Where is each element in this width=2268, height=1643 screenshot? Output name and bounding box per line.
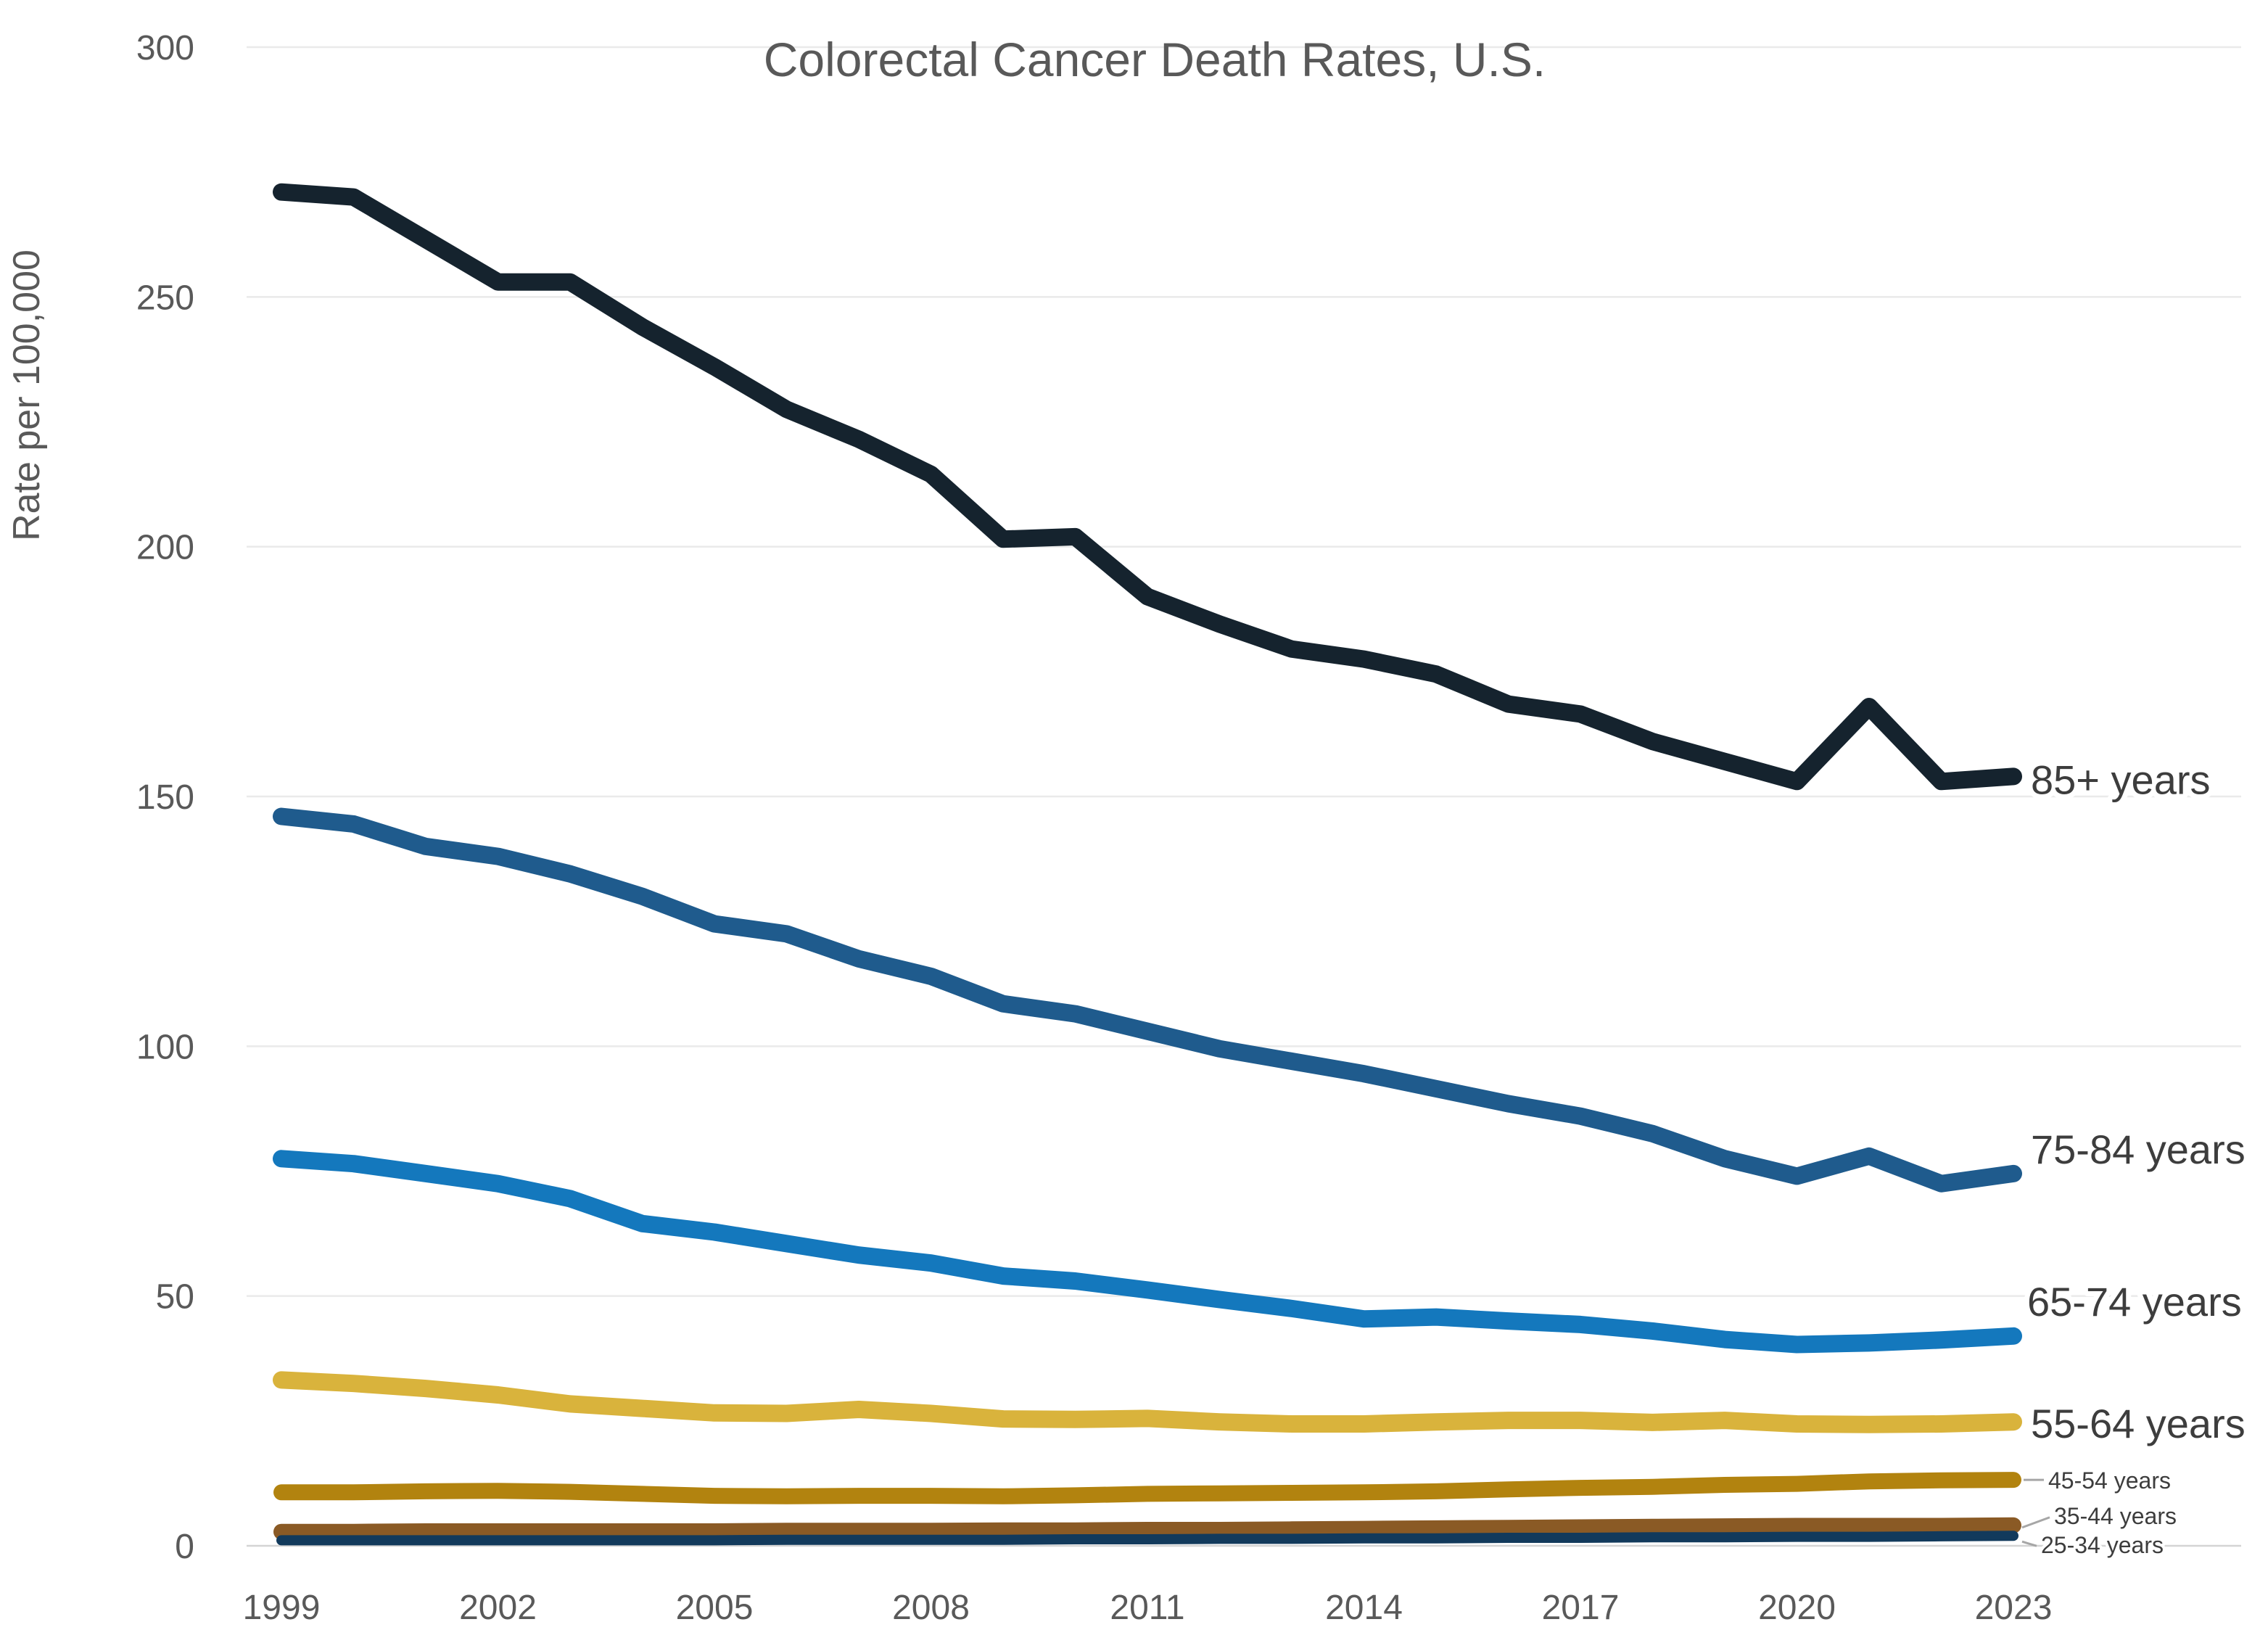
line-65-74-years (273, 1150, 2022, 1354)
x-tick-label-2002: 2002 (459, 1589, 537, 1627)
line-85plus-years (273, 183, 2022, 791)
x-tick-label-1999: 1999 (243, 1589, 321, 1627)
y-tick-label-250: 250 (136, 279, 194, 317)
axis-ticks-layer: 0 50 100 150 200 250 300 1999 2002 2005 2008 2011 20… (136, 29, 2052, 1627)
x-tick-label-2008: 2008 (892, 1589, 970, 1627)
series-lines-layer (273, 183, 2022, 1546)
line-55-64-years (273, 1371, 2022, 1433)
series-label-45-54: 45-54 years (2048, 1467, 2171, 1494)
x-tick-label-2017: 2017 (1542, 1589, 1620, 1627)
series-label-25-34: 25-34 years (2041, 1532, 2164, 1558)
x-tick-label-2023: 2023 (1975, 1589, 2053, 1627)
line-75-84-years (273, 807, 2022, 1193)
y-tick-label-150: 150 (136, 778, 194, 817)
y-tick-label-0: 0 (175, 1528, 194, 1566)
leader-line-35-44 (2021, 1516, 2050, 1529)
y-tick-label-100: 100 (136, 1028, 194, 1066)
series-label-75-84: 75-84 years (2031, 1127, 2246, 1172)
chart-title: Colorectal Cancer Death Rates, U.S. (764, 33, 1546, 86)
y-tick-label-200: 200 (136, 529, 194, 567)
line-45-54-years (273, 1472, 2021, 1504)
leader-line-25-34 (2021, 1540, 2037, 1547)
y-tick-label-50: 50 (156, 1278, 194, 1317)
line-25-34-years (276, 1531, 2018, 1546)
series-label-85plus: 85+ years (2031, 757, 2211, 802)
x-tick-label-2005: 2005 (676, 1589, 754, 1627)
series-label-55-64: 55-64 years (2031, 1401, 2246, 1446)
y-tick-label-300: 300 (136, 29, 194, 67)
series-label-65-74: 65-74 years (2027, 1279, 2242, 1325)
gridlines-layer (247, 46, 2241, 1547)
series-label-35-44: 35-44 years (2054, 1503, 2177, 1529)
line-35-44-years (273, 1517, 2021, 1540)
series-labels-layer: 85+ years 75-84 years 65-74 years 55-64 yea… (2021, 752, 2251, 1561)
x-tick-label-2011: 2011 (1110, 1589, 1184, 1627)
x-tick-label-2020: 2020 (1758, 1589, 1836, 1627)
x-tick-label-2014: 2014 (1325, 1589, 1403, 1627)
y-axis-label: Rate per 100,000 (6, 250, 48, 541)
